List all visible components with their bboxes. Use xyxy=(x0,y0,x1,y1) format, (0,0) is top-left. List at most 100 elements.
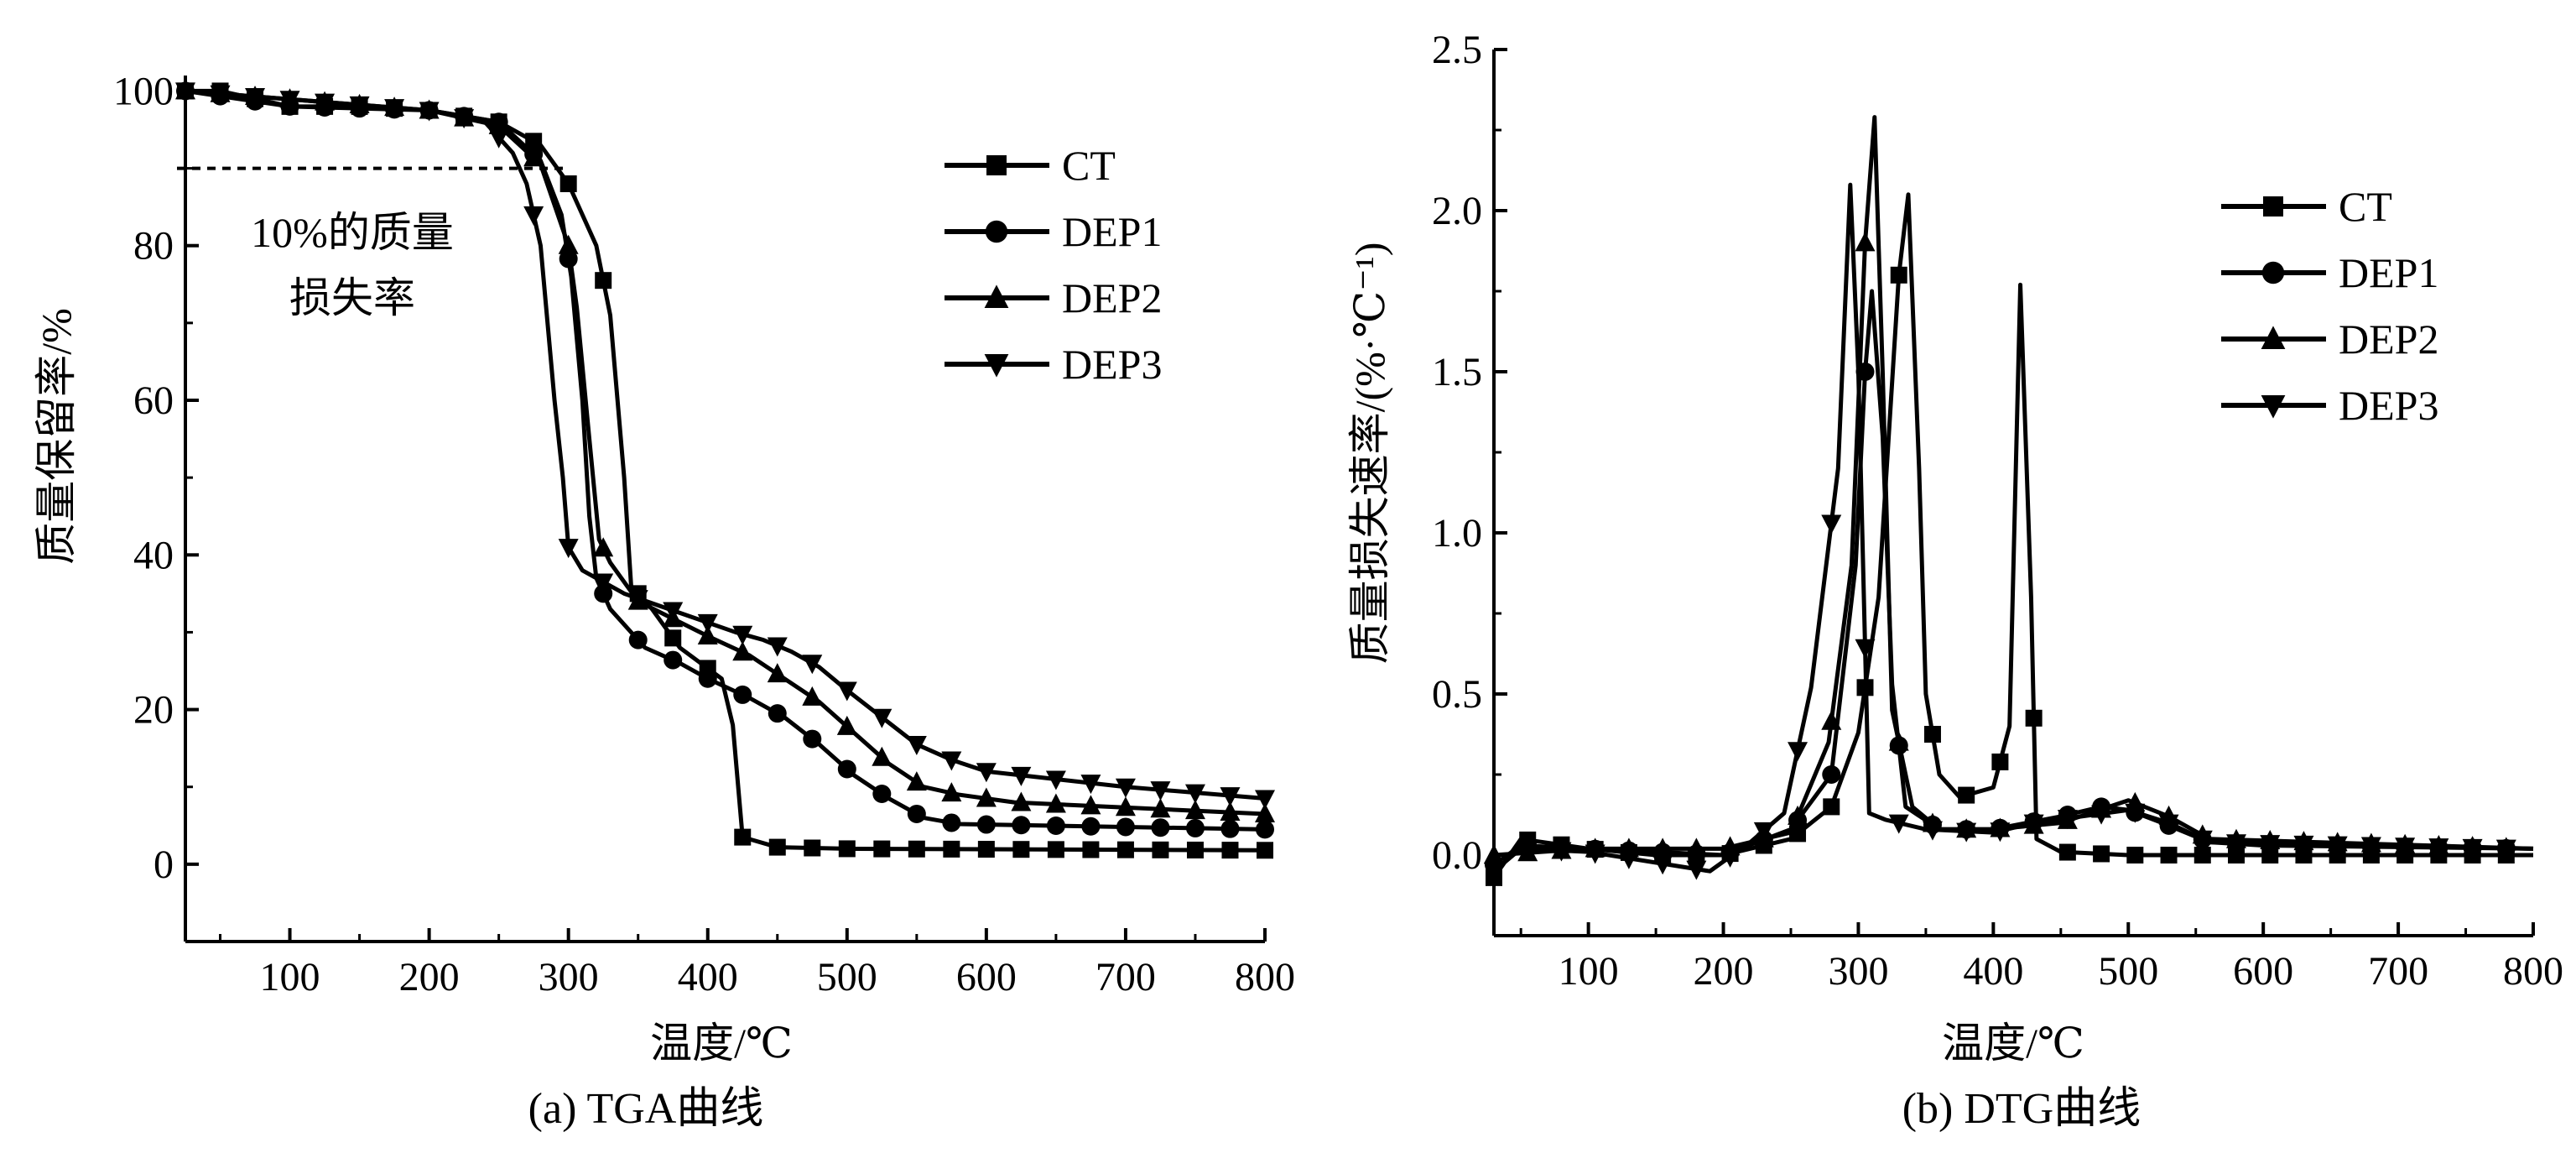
tga-point-dep1 xyxy=(872,785,892,804)
tga-x-tick-label: 700 xyxy=(1095,955,1156,999)
dtg-y-tick-label: 2.0 xyxy=(1432,189,1482,233)
dtg-series-ct xyxy=(1486,192,2533,886)
tga-annotation-line1: 10%的质量 xyxy=(251,209,454,256)
tga-point-ct xyxy=(1186,841,1204,858)
tga-point-ct xyxy=(943,840,960,858)
tga-caption: (a) TGA曲线 xyxy=(528,1085,764,1133)
tga-point-dep3 xyxy=(558,539,579,559)
tga-point-dep1 xyxy=(768,704,787,723)
tga-point-dep1 xyxy=(1185,818,1205,837)
dtg-point-dep3 xyxy=(1888,814,1909,834)
dtg-point-ct xyxy=(2025,709,2043,727)
tga-legend-label: DEP1 xyxy=(1062,208,1162,255)
dtg-point-dep2 xyxy=(1484,844,1504,863)
tga-x-tick-label: 400 xyxy=(678,955,738,999)
dtg-point-dep3 xyxy=(2125,803,2146,823)
dtg-point-dep3 xyxy=(1922,821,1943,841)
tga-point-ct xyxy=(804,839,821,857)
tga-point-dep3 xyxy=(488,128,509,149)
tga-annotation-line2: 损失率 xyxy=(289,274,415,321)
dtg-point-dep3 xyxy=(1956,822,1977,843)
tga-legend-marker xyxy=(985,220,1008,243)
dtg-point-dep3 xyxy=(2226,834,2246,854)
tga-point-dep2 xyxy=(1115,796,1136,816)
tga-point-dep3 xyxy=(210,85,231,105)
tga-point-ct xyxy=(559,175,577,192)
tga-y-tick-label: 0 xyxy=(154,843,174,887)
tga-point-dep1 xyxy=(628,630,648,650)
dtg-point-dep3 xyxy=(1990,822,2011,843)
tga-legend-marker xyxy=(984,284,1009,308)
dtg-y-tick-label: 2.5 xyxy=(1432,28,1482,72)
tga-point-dep3 xyxy=(767,637,788,657)
dtg-chart: (b) DTG曲线 温度/℃ 质量损失速率/(%·℃⁻¹) 100 200 300 4… xyxy=(1346,28,2563,1133)
tga-point-ct xyxy=(1257,842,1273,859)
tga-point-dep2 xyxy=(802,686,823,706)
tga-point-dep3 xyxy=(1150,781,1171,801)
tga-point-dep1 xyxy=(664,650,683,670)
tga-point-dep1 xyxy=(1046,816,1065,835)
tga-point-dep3 xyxy=(1045,770,1066,790)
dtg-point-ct xyxy=(1890,266,1907,284)
tga-point-dep1 xyxy=(1220,819,1240,838)
dtg-point-ct xyxy=(1958,786,1975,804)
dtg-x-tick-label: 600 xyxy=(2233,949,2293,994)
dtg-point-dep3 xyxy=(1686,860,1707,880)
dtg-point-dep3 xyxy=(1551,842,1572,862)
dtg-point-dep3 xyxy=(1788,742,1808,762)
tga-point-dep3 xyxy=(836,681,857,702)
tga-point-dep2 xyxy=(558,234,579,254)
tga-point-dep3 xyxy=(663,602,684,622)
dtg-point-dep3 xyxy=(1821,514,1842,535)
tga-legend-label: CT xyxy=(1062,142,1116,189)
tga-point-dep2 xyxy=(1011,791,1032,811)
tga-point-dep2 xyxy=(906,771,927,791)
tga-point-dep3 xyxy=(1184,784,1205,804)
tga-point-dep2 xyxy=(523,147,544,167)
tga-series-dep1 xyxy=(176,81,1274,839)
tga-point-dep3 xyxy=(1255,790,1275,810)
tga-point-dep2 xyxy=(941,782,962,802)
dtg-point-ct xyxy=(1923,726,1941,743)
tga-point-ct xyxy=(1221,842,1239,859)
tga-point-dep3 xyxy=(941,751,962,771)
tga-legend-marker xyxy=(986,155,1007,175)
tga-point-ct xyxy=(1047,841,1064,858)
tga-point-dep1 xyxy=(803,729,822,749)
tga-point-dep3 xyxy=(419,102,440,122)
tga-point-dep1 xyxy=(1256,820,1274,839)
tga-point-dep2 xyxy=(1150,798,1171,818)
tga-point-dep2 xyxy=(593,537,614,557)
dtg-x-tick-label: 800 xyxy=(2503,949,2563,994)
dtg-point-dep3 xyxy=(2091,805,2112,825)
dtg-point-dep3 xyxy=(2395,837,2416,858)
tga-point-dep2 xyxy=(697,625,718,645)
tga-line-dep1 xyxy=(185,88,1266,832)
tga-point-ct xyxy=(873,840,891,858)
dtg-legend-marker xyxy=(2263,196,2283,217)
tga-point-dep2 xyxy=(836,715,857,735)
tga-x-tick-label: 100 xyxy=(260,955,320,999)
dtg-point-dep3 xyxy=(1753,822,1774,842)
tga-point-dep1 xyxy=(976,815,996,834)
tga-point-dep1 xyxy=(594,584,613,603)
dtg-point-dep3 xyxy=(2158,814,2179,834)
tga-legend-label: DEP2 xyxy=(1062,274,1162,321)
tga-point-dep2 xyxy=(1080,795,1101,815)
tga-point-dep3 xyxy=(523,206,544,226)
dtg-caption: (b) DTG曲线 xyxy=(1902,1085,2141,1133)
tga-point-dep1 xyxy=(1081,816,1101,836)
tga-point-ct xyxy=(908,840,925,858)
tga-point-dep1 xyxy=(942,813,961,832)
dtg-legend-label: DEP2 xyxy=(2339,316,2438,363)
tga-point-dep2 xyxy=(1220,801,1241,822)
dtg-y-tick-label: 1.0 xyxy=(1432,511,1482,556)
tga-legend-label: DEP3 xyxy=(1062,341,1162,388)
dtg-point-dep3 xyxy=(1720,848,1741,868)
tga-point-dep2 xyxy=(767,663,788,683)
tga-point-dep3 xyxy=(1220,787,1241,807)
tga-point-dep1 xyxy=(1012,816,1031,835)
tga-point-dep2 xyxy=(732,641,753,661)
tga-series-ct xyxy=(177,82,1273,859)
tga-point-dep3 xyxy=(1080,775,1101,795)
